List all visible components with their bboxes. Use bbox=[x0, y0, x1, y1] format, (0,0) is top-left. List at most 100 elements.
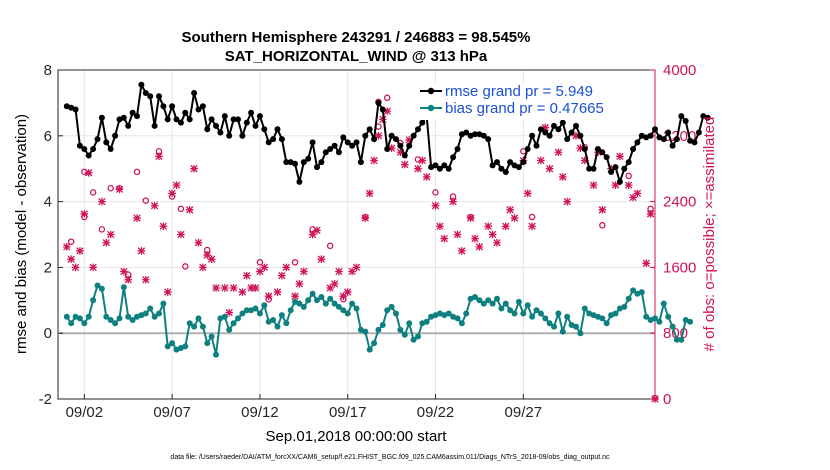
obs-possible-marker bbox=[326, 242, 334, 250]
rmse-point bbox=[327, 146, 334, 152]
rmse-point bbox=[226, 132, 233, 139]
obs-assimilated-marker bbox=[76, 247, 84, 255]
rmse-point bbox=[322, 149, 329, 156]
rmse-point bbox=[419, 119, 426, 126]
bias-point bbox=[630, 287, 637, 294]
bias-point bbox=[85, 313, 92, 320]
obs-assimilated-marker bbox=[501, 222, 510, 231]
bias-point bbox=[502, 300, 509, 307]
bias-point bbox=[463, 310, 470, 317]
obs-assimilated-marker bbox=[159, 222, 168, 231]
obs-assimilated-marker bbox=[589, 181, 598, 189]
bias-point bbox=[164, 343, 171, 350]
y-tick-label-right: 4000 bbox=[663, 62, 696, 79]
rmse-point bbox=[599, 149, 606, 156]
bias-point bbox=[160, 300, 167, 307]
rmse-point bbox=[239, 132, 246, 139]
rmse-series bbox=[63, 81, 711, 186]
legend-rmse-label: rmse grand pr = 5.949 bbox=[445, 83, 593, 100]
rmse-point bbox=[186, 116, 193, 123]
obs-possible-marker bbox=[89, 189, 97, 196]
y-tick-label-left: 6 bbox=[44, 128, 52, 145]
obs-assimilated-marker bbox=[616, 152, 624, 161]
rmse-point bbox=[305, 155, 312, 162]
obs-assimilated-marker bbox=[185, 206, 194, 214]
bias-point bbox=[305, 297, 312, 304]
rmse-point bbox=[542, 129, 549, 136]
bias-point bbox=[63, 313, 70, 320]
bias-point bbox=[480, 300, 487, 307]
bias-point bbox=[423, 318, 430, 325]
bias-point bbox=[68, 320, 75, 327]
bias-point bbox=[454, 315, 461, 322]
rmse-point bbox=[397, 142, 404, 149]
bias-point bbox=[393, 310, 399, 317]
legend-rmse-marker bbox=[427, 87, 435, 95]
rmse-point bbox=[515, 164, 522, 171]
rmse-point bbox=[314, 164, 320, 171]
obs-assimilated-marker bbox=[431, 201, 440, 210]
rmse-point bbox=[450, 154, 457, 161]
obs-assimilated-marker bbox=[326, 284, 334, 292]
bias-point bbox=[511, 310, 518, 317]
obs-possible-marker bbox=[291, 259, 299, 266]
obs-possible-marker bbox=[107, 185, 114, 192]
obs-assimilated-marker bbox=[361, 214, 370, 222]
obs-assimilated-marker bbox=[453, 230, 462, 239]
obs-assimilated-marker bbox=[510, 214, 519, 222]
rmse-point bbox=[98, 114, 105, 121]
rmse-point bbox=[393, 136, 399, 143]
rmse-point bbox=[112, 132, 119, 139]
rmse-point bbox=[533, 142, 540, 149]
bias-point bbox=[577, 330, 584, 337]
rmse-point bbox=[318, 159, 325, 166]
obs-assimilated-marker bbox=[225, 308, 233, 317]
rmse-point bbox=[432, 162, 439, 169]
rmse-point bbox=[366, 126, 373, 133]
x-tick-label: 09/12 bbox=[241, 404, 279, 421]
obs-assimilated-marker bbox=[282, 263, 291, 272]
rmse-point bbox=[502, 169, 509, 175]
obs-assimilated-marker bbox=[238, 288, 247, 296]
rmse-point bbox=[678, 113, 685, 120]
obs-assimilated-marker bbox=[379, 115, 387, 124]
bias-point bbox=[652, 315, 658, 322]
obs-assimilated-marker bbox=[572, 132, 580, 140]
rmse-point bbox=[125, 122, 132, 129]
obs-assimilated-marker bbox=[330, 280, 339, 288]
bias-point bbox=[371, 340, 378, 347]
obs-assimilated-marker bbox=[405, 136, 413, 144]
obs-assimilated-marker bbox=[339, 292, 348, 300]
rmse-point bbox=[331, 142, 338, 149]
rmse-point bbox=[85, 152, 92, 159]
obs-assimilated-marker bbox=[264, 292, 273, 300]
bias-series bbox=[63, 282, 694, 358]
bias-point bbox=[388, 303, 395, 310]
obs-assimilated-marker bbox=[365, 189, 374, 198]
bias-point bbox=[533, 307, 540, 314]
bias-point bbox=[151, 313, 158, 320]
bias-point bbox=[213, 351, 219, 358]
obs-assimilated-marker bbox=[343, 288, 352, 296]
bias-point bbox=[90, 297, 97, 304]
x-tick-label: 09/22 bbox=[417, 404, 455, 421]
rmse-point bbox=[665, 129, 672, 136]
obs-assimilated-marker bbox=[120, 267, 128, 276]
rmse-point bbox=[546, 132, 553, 139]
obs-assimilated-marker bbox=[300, 267, 308, 276]
obs-possible-marker bbox=[182, 263, 189, 270]
obs-assimilated-marker bbox=[484, 222, 492, 231]
obs-assimilated-marker bbox=[466, 214, 475, 222]
y-axis-label-right: # of obs: o=possible; ×=assimilated bbox=[701, 117, 718, 352]
rmse-point bbox=[357, 159, 364, 166]
rmse-point bbox=[406, 142, 413, 149]
obs-assimilated-marker bbox=[89, 263, 97, 272]
obs-assimilated-marker bbox=[273, 288, 282, 296]
bias-point bbox=[169, 340, 176, 347]
bias-point bbox=[318, 294, 325, 300]
rmse-point bbox=[551, 122, 557, 129]
bias-point bbox=[638, 289, 645, 296]
obs-assimilated-marker bbox=[278, 271, 286, 280]
rmse-point bbox=[586, 165, 593, 172]
obs-assimilated-marker bbox=[537, 156, 545, 165]
